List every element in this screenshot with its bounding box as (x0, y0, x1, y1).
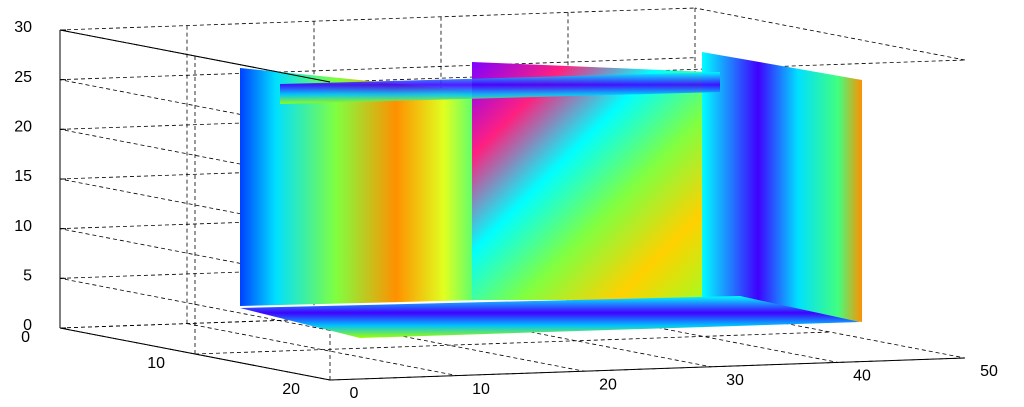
z-tick-label: 5 (23, 268, 32, 285)
y-axis (59, 327, 331, 381)
box-edge (59, 29, 331, 83)
grid-line (59, 277, 331, 331)
box-edge (694, 7, 966, 61)
slice (702, 52, 862, 322)
slice (280, 72, 720, 104)
slice (472, 62, 710, 300)
y-tick-label: 20 (282, 381, 300, 398)
x-axis (329, 357, 966, 381)
z-tick-label: 0 (23, 317, 32, 334)
slice (240, 296, 860, 338)
z-tick-label: 20 (14, 119, 32, 136)
grid-line (59, 7, 696, 31)
x-tick-label: 50 (980, 363, 998, 380)
z-tick-label: 25 (14, 69, 32, 86)
z-tick-label: 30 (14, 19, 32, 36)
y-tick-label: 10 (147, 355, 165, 372)
slices (240, 52, 862, 338)
x-tick-label: 10 (472, 381, 490, 398)
x-tick-label: 0 (350, 385, 359, 402)
z-tick-label: 15 (14, 168, 32, 185)
grid-line (194, 331, 831, 355)
x-tick-label: 40 (853, 368, 871, 385)
x-tick-label: 30 (726, 372, 744, 389)
z-tick-label: 10 (14, 218, 32, 235)
slice (240, 68, 480, 306)
grid-line (186, 323, 458, 376)
y-tick-label: 0 (21, 329, 30, 346)
axes: 0 5 10 15 20 25 30 0 10 20 0 10 20 30 40 50 (14, 19, 998, 402)
grid-line (59, 57, 696, 81)
x-tick-label: 20 (599, 376, 617, 393)
